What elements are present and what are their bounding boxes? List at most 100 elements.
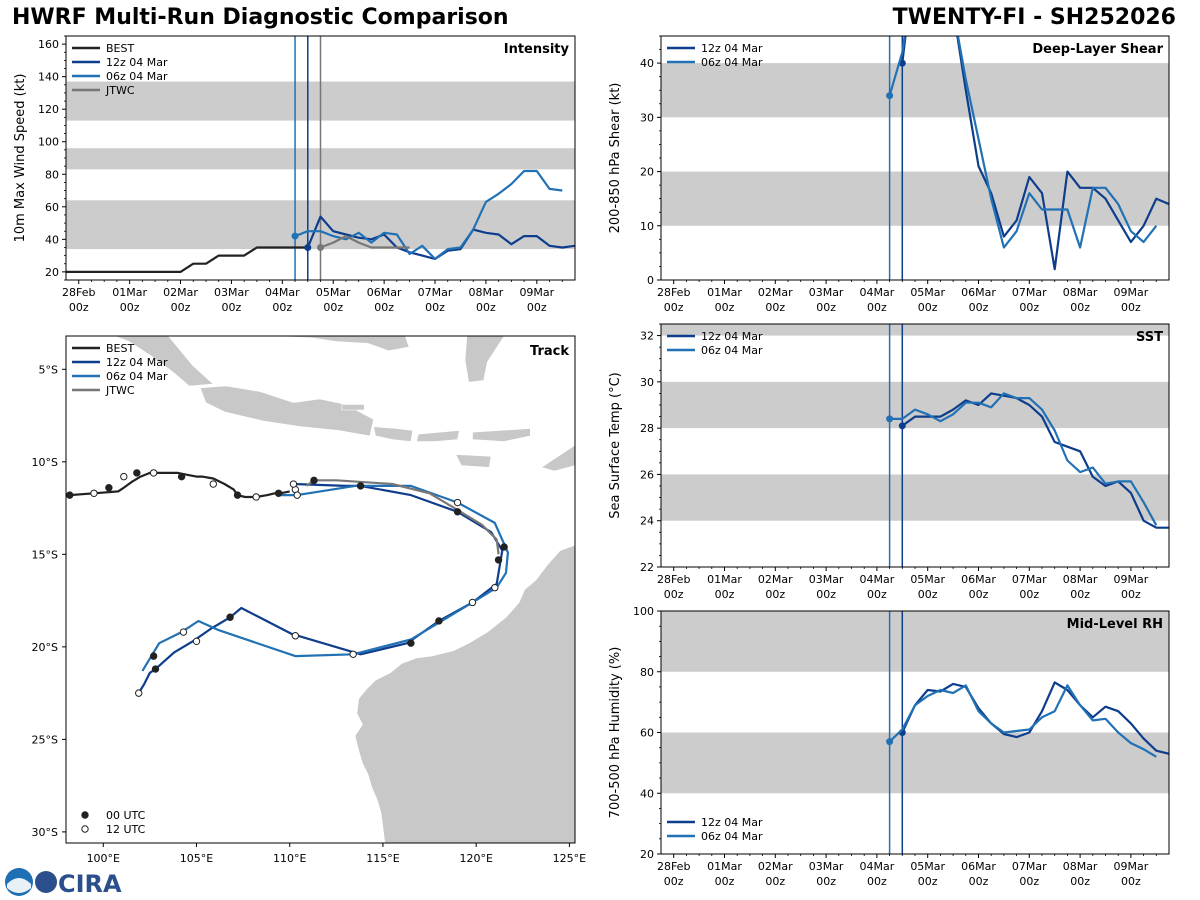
rh-xtick-hour-1: 00z (715, 875, 735, 888)
shear-band-1 (661, 63, 1169, 118)
track-line-run12 (137, 482, 504, 694)
rh-marker-run06-0 (886, 738, 894, 746)
track-dot-jtwc-1 (453, 508, 462, 516)
sst-ytick-label-26: 26 (640, 468, 654, 481)
shear-ylabel: 200-850 hPa Shear (kt) (608, 83, 623, 234)
track-lat-label-5: 30°S (32, 826, 58, 839)
track-dot-best-10 (274, 489, 283, 497)
rh-xtick-hour-0: 00z (664, 875, 684, 888)
intensity-xtick-day-9: 09Mar (519, 286, 554, 299)
shear-xtick-hour-7: 00z (1019, 301, 1039, 314)
land-timor (540, 444, 575, 472)
intensity-legend-label-run12: 12z 04 Mar (106, 56, 168, 69)
intensity-panel: 20 40 60 80 100 120 140 160 28Feb 00z 01Mar 00z 02Ma… (13, 35, 576, 314)
intensity-xtick-day-8: 08Mar (469, 286, 504, 299)
shear-series-run06 (888, 36, 1158, 249)
intensity-xtick-hour-1: 00z (120, 301, 140, 314)
sst-xtick-day-8: 08Mar (1063, 573, 1098, 586)
noaa-wave-icon (7, 878, 31, 893)
intensity-xtick-hour-5: 00z (323, 301, 343, 314)
intensity-xtick-day-5: 05Mar (316, 286, 351, 299)
rh-xtick-hour-8: 00z (1070, 875, 1090, 888)
rh-xtick-hour-9: 00z (1121, 875, 1141, 888)
shear-xtick-day-5: 05Mar (910, 286, 945, 299)
shear-xtick-day-1: 01Mar (707, 286, 742, 299)
land-sumbawa (416, 430, 460, 442)
track-line-best (69, 471, 290, 499)
sst-xtick-day-4: 04Mar (860, 573, 895, 586)
track-dot-best-0 (66, 491, 74, 499)
rh-xtick-day-1: 01Mar (707, 860, 742, 873)
shear-xtick-hour-3: 00z (816, 301, 836, 314)
sst-panel: 22 24 26 28 30 32 28Feb 00z 01Mar 00z 02Mar 00z 03Ma… (608, 323, 1170, 601)
track-dot-best-2 (105, 484, 113, 492)
shear-ytick-label-20: 20 (640, 166, 654, 179)
rh-xtick-day-0: 28Feb (657, 860, 690, 873)
rh-ytick-label-60: 60 (640, 727, 654, 740)
sst-xtick-day-9: 09Mar (1114, 573, 1149, 586)
track-line-jtwc (305, 479, 500, 555)
shear-series-group (886, 36, 1169, 271)
track-lon-label-1: 105°E (180, 852, 213, 865)
track-lon-label-2: 110°E (273, 852, 306, 865)
land-sumatra (66, 336, 215, 387)
sst-xtick-hour-3: 00z (816, 588, 836, 601)
shear-xtick-day-6: 06Mar (961, 286, 996, 299)
track-dot-run12-7 (151, 665, 160, 673)
shear-xtick-day-9: 09Mar (1114, 286, 1149, 299)
rh-ytick-label-80: 80 (640, 666, 654, 679)
rh-ytick-label-100: 100 (633, 605, 654, 618)
intensity-xtick-hour-4: 00z (272, 301, 292, 314)
track-legend-dot-utc12 (81, 825, 89, 833)
track-map-group (66, 336, 575, 843)
rh-xtick-day-6: 06Mar (961, 860, 996, 873)
rh-band-0 (661, 732, 1169, 794)
track-dot-run06-7 (179, 628, 188, 636)
rh-xtick-day-4: 04Mar (860, 860, 895, 873)
intensity-marker-jtwc-0 (317, 243, 324, 251)
track-dot-run06-3 (468, 598, 477, 607)
intensity-legend-label-run06: 06z 04 Mar (106, 70, 168, 83)
shear-ytick-label-30: 30 (640, 111, 654, 124)
track-lat-label-2: 15°S (32, 548, 58, 561)
rh-ytick-label-40: 40 (640, 787, 654, 800)
land-sumba (455, 454, 492, 468)
shear-xtick-hour-4: 00z (867, 301, 887, 314)
shear-series-run12 (901, 36, 1169, 271)
sst-ylabel: Sea Surface Temp (°C) (608, 372, 623, 519)
rh-xtick-day-9: 09Mar (1114, 860, 1149, 873)
rh-series-run06 (888, 684, 1157, 758)
sst-xtick-hour-4: 00z (867, 588, 887, 601)
intensity-ytick-label-40: 40 (45, 233, 59, 246)
intensity-ylabel: 10m Max Wind Speed (kt) (13, 74, 28, 243)
rh-xtick-day-8: 08Mar (1063, 860, 1098, 873)
intensity-series-jtwc (320, 235, 410, 249)
shear-xtick-hour-0: 00z (664, 301, 684, 314)
sst-frame (660, 323, 1170, 568)
rh-series-run12 (901, 681, 1169, 755)
shear-xtick-day-4: 04Mar (860, 286, 895, 299)
track-legend-label-run06: 06z 04 Mar (106, 370, 168, 383)
sst-xtick-hour-7: 00z (1019, 588, 1039, 601)
land-australia (354, 544, 575, 843)
sst-xtick-day-2: 02Mar (758, 573, 793, 586)
shear-xtick-day-2: 02Mar (758, 286, 793, 299)
shear-xtick-hour-1: 00z (715, 301, 735, 314)
track-dot-best-8 (233, 491, 242, 499)
sst-xtick-day-6: 06Mar (961, 573, 996, 586)
shear-xtick-day-8: 08Mar (1063, 286, 1098, 299)
sst-ytick-label-24: 24 (640, 515, 654, 528)
track-dot-run06-1 (453, 498, 462, 507)
intensity-xtick-hour-7: 00z (425, 301, 445, 314)
track-dot-run06-0 (293, 491, 301, 499)
sst-series-run12 (901, 392, 1169, 529)
shear-xtick-day-0: 28Feb (657, 286, 690, 299)
intensity-ytick-label-140: 140 (38, 71, 59, 84)
track-dot-run06-5 (291, 632, 300, 640)
track-dot-run12-5 (407, 639, 415, 647)
track-legend-label-run12: 12z 04 Mar (106, 356, 168, 369)
shear-panel: 0 10 20 30 40 28Feb 00z 01Mar 00z 02Mar 00z 03Mar 00… (608, 35, 1170, 314)
sst-ytick-label-22: 22 (640, 561, 654, 574)
sst-xtick-hour-9: 00z (1121, 588, 1141, 601)
track-dot-best-3 (120, 472, 128, 481)
